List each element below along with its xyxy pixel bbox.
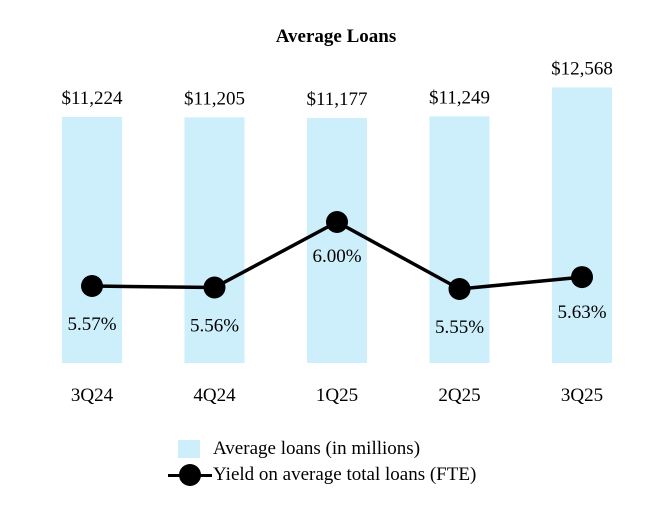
bar: [62, 116, 122, 363]
bar-value-label: $11,249: [429, 87, 490, 108]
legend-item-line: Yield on average total loans (FTE): [168, 462, 476, 488]
yield-value-label: 6.00%: [312, 246, 361, 267]
x-tick-label: 2Q25: [438, 385, 480, 406]
yield-value-label: 5.57%: [67, 314, 116, 335]
bar-value-label: $11,205: [184, 88, 245, 109]
yield-point: [81, 275, 103, 298]
x-tick-label: 1Q25: [316, 385, 358, 406]
bar-value-label: $11,224: [61, 88, 123, 109]
x-tick-label: 4Q24: [193, 385, 236, 406]
bar: [184, 117, 245, 363]
legend: Average loans (in millions) Yield on ave…: [168, 436, 476, 488]
yield-point: [326, 211, 348, 233]
legend-item-bars: Average loans (in millions): [168, 436, 476, 462]
legend-bar-label: Average loans (in millions): [213, 438, 421, 459]
yield-point: [571, 266, 593, 289]
bar: [552, 87, 612, 363]
chart-title: Average Loans: [275, 26, 397, 47]
x-tick-label: 3Q25: [561, 385, 603, 406]
yield-value-label: 5.56%: [190, 316, 239, 337]
legend-bar-swatch: [178, 440, 200, 458]
bar-value-label: $12,568: [551, 59, 613, 80]
yield-point: [203, 276, 226, 299]
x-tick-label: 3Q24: [71, 385, 114, 406]
yield-value-label: 5.63%: [557, 302, 606, 323]
bar: [307, 117, 367, 364]
legend-line-marker: [168, 462, 212, 488]
bar: [429, 116, 490, 363]
bar-value-label: $11,177: [306, 89, 367, 110]
yield-value-label: 5.55%: [435, 317, 484, 338]
yield-point: [448, 278, 471, 300]
legend-line-label: Yield on average total loans (FTE): [213, 464, 477, 485]
